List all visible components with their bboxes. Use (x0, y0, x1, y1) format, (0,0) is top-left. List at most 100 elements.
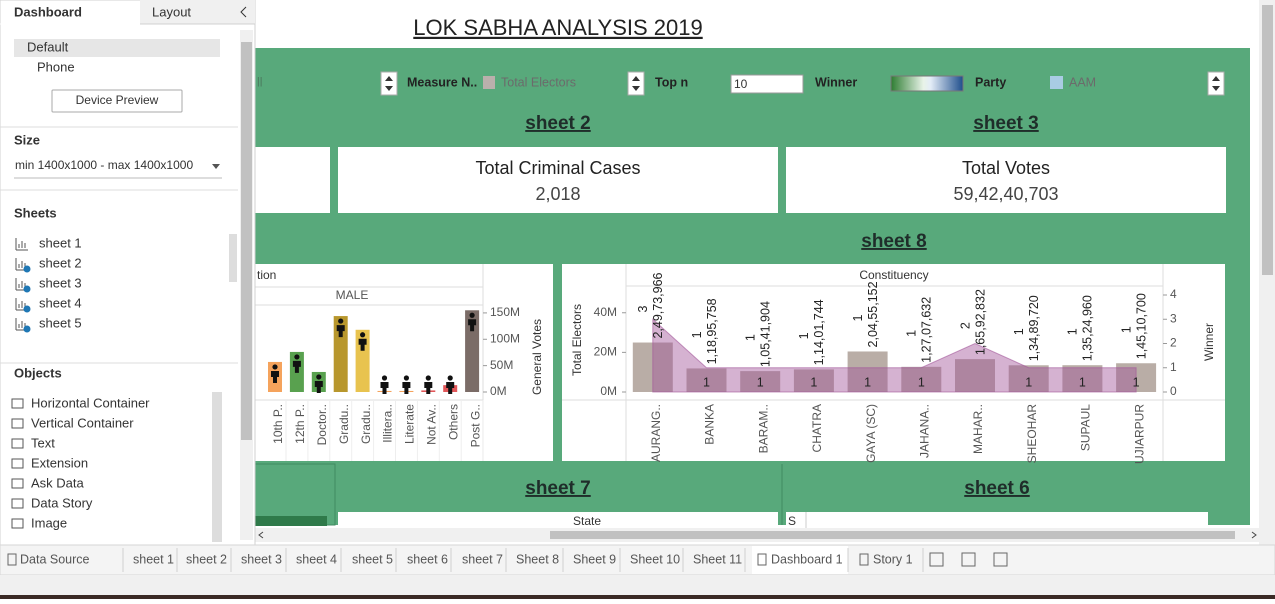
object-item[interactable]: Text (31, 435, 55, 450)
sheet-tab[interactable]: sheet 6 (407, 552, 448, 566)
scroll-arrow[interactable] (258, 531, 264, 539)
sheet-tab[interactable]: sheet 3 (241, 552, 282, 566)
new-sheet-button[interactable] (961, 552, 976, 567)
used-badge (23, 305, 31, 313)
filter-label: Winner (815, 75, 857, 89)
sheet-item[interactable]: sheet 3 (39, 275, 82, 290)
sheet-item[interactable]: sheet 4 (39, 295, 82, 310)
person-icon (425, 375, 431, 381)
selected-row (14, 39, 220, 57)
button-label[interactable]: Device Preview (76, 93, 159, 107)
x-tick-label: SUPAUL (1079, 404, 1093, 451)
card (338, 147, 778, 213)
table-panel (338, 512, 778, 528)
device-preview-button[interactable] (51, 89, 183, 113)
chart-title: tion (257, 268, 276, 282)
bar-value-label: 2,04,55,152 (866, 281, 880, 347)
sheet-icon (15, 318, 28, 331)
sheet-tab[interactable]: sheet 4 (296, 552, 337, 566)
y-axis-label: Total Electors (570, 304, 584, 376)
scroll-thumb[interactable] (550, 531, 1235, 539)
y2-axis-label: Winner (1202, 323, 1216, 361)
sheet-item[interactable]: sheet 5 (39, 315, 82, 330)
bar (333, 316, 348, 392)
object-item[interactable]: Ask Data (31, 475, 85, 490)
sheet-tab[interactable]: Story 1 (873, 552, 913, 566)
size-dropdown[interactable]: min 1400x1000 - max 1400x1000 (15, 158, 193, 172)
winner-inner-label: 1 (810, 375, 817, 389)
bar (955, 359, 995, 392)
spinner[interactable] (627, 71, 645, 96)
card-value: 59,42,40,703 (953, 184, 1058, 204)
y-tick-label: 100M (490, 331, 520, 345)
winner-count-label: 1 (1066, 328, 1080, 335)
bar (847, 351, 888, 392)
winner-inner-label: 1 (864, 375, 871, 389)
y2-tick-label: 4 (1170, 287, 1177, 301)
panel-tab[interactable]: Dashboard (14, 4, 82, 19)
chart-education: tion MALE 0M 50M 100M 150M General Votes 10th P… (255, 264, 544, 461)
scroll-thumb[interactable] (241, 42, 252, 440)
spinner[interactable] (380, 71, 398, 96)
color-legend (890, 75, 964, 92)
new-sheet-button[interactable] (929, 552, 944, 567)
x-tick-label: Gradu.. (359, 404, 373, 444)
object-item[interactable]: Horizontal Container (31, 395, 150, 410)
scroll-arrow[interactable] (1251, 531, 1257, 539)
sheet-icon (15, 238, 28, 251)
topn-value[interactable]: 10 (734, 77, 748, 91)
bar-value-label: 1,65,92,832 (973, 289, 987, 355)
collapse-icon[interactable] (240, 6, 247, 18)
filter-value[interactable]: AAM (1069, 75, 1096, 89)
x-tick-label: 12th P.. (293, 404, 307, 444)
tab-bg[interactable] (140, 0, 255, 24)
sheet-tab[interactable]: Sheet 11 (693, 552, 742, 566)
filter-label: Party (975, 75, 1006, 89)
sheet-item[interactable]: sheet 1 (39, 235, 82, 250)
panel-tab[interactable]: Layout (152, 4, 191, 19)
sheet-tab[interactable]: sheet 5 (352, 552, 393, 566)
object-icon (11, 418, 24, 429)
card (255, 147, 330, 213)
bar (465, 310, 480, 392)
object-item[interactable]: Image (31, 515, 67, 530)
sheet-header: sheet 7 (525, 478, 590, 499)
sheet-tabs: Data Source sheet 1 sheet 2 sheet 3 sheet 4 s… (7, 548, 1008, 572)
x-tick-label: CHATRA (810, 404, 824, 452)
tab-icon (859, 553, 869, 566)
sheet-tab[interactable]: sheet 7 (462, 552, 503, 566)
person-icon (446, 382, 455, 394)
object-item[interactable]: Extension (31, 455, 88, 470)
spinner[interactable] (1207, 71, 1225, 96)
scroll-thumb[interactable] (1262, 5, 1273, 275)
device-option[interactable]: Phone (37, 59, 75, 74)
sheet-tab[interactable]: Sheet 9 (573, 552, 616, 566)
bar-value-label: 1,34,89,720 (1027, 295, 1041, 361)
sheet-item[interactable]: sheet 2 (39, 255, 82, 270)
person-icon (271, 370, 279, 383)
sheet-header: sheet 3 (973, 113, 1038, 134)
object-icon (11, 438, 24, 449)
device-option[interactable]: Default (27, 39, 69, 54)
object-item[interactable]: Vertical Container (31, 415, 134, 430)
y-tick-label: 0M (600, 384, 617, 398)
x-tick-label: BARAM.. (756, 404, 770, 453)
sheet-tab[interactable]: sheet 2 (186, 552, 227, 566)
bar-value-label: 2,49,73,966 (651, 272, 665, 338)
filter-label: Top n (655, 75, 688, 89)
x-tick-label: JAHANA.. (917, 404, 931, 458)
sheet-tab[interactable]: Sheet 10 (630, 552, 680, 566)
sheet-tab[interactable]: Data Source (20, 552, 90, 566)
y2-tick-label: 3 (1170, 311, 1177, 325)
y2-tick-label: 0 (1170, 384, 1177, 398)
sheet-tab[interactable]: Sheet 8 (516, 552, 559, 566)
section-heading: Sheets (14, 205, 57, 220)
sheet-tab[interactable]: sheet 1 (133, 552, 174, 566)
section-heading: Size (14, 132, 40, 147)
filter-value[interactable]: Total Electors (501, 75, 576, 89)
topn-input[interactable] (730, 74, 804, 94)
sheet-tab[interactable]: Dashboard 1 (771, 552, 843, 566)
new-sheet-button[interactable] (993, 552, 1008, 567)
object-item[interactable]: Data Story (31, 495, 93, 510)
